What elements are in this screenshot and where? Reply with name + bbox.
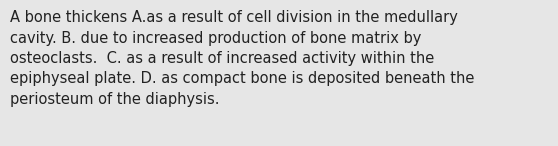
Text: A bone thickens A.as a result of cell division in the medullary
cavity. B. due t: A bone thickens A.as a result of cell di… <box>10 10 474 107</box>
